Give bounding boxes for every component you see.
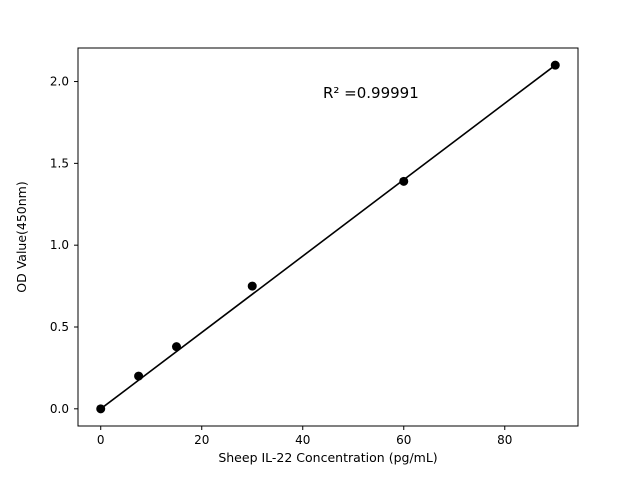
- y-tick-label: 2.0: [50, 75, 69, 89]
- r-squared-annotation: R² =0.99991: [323, 84, 419, 102]
- y-tick-label: 0.0: [50, 402, 69, 416]
- fit-line: [100, 64, 556, 410]
- y-tick-label: 0.5: [50, 320, 69, 334]
- y-tick-label: 1.5: [50, 156, 69, 170]
- data-point: [134, 371, 144, 381]
- y-axis-label: OD Value(450nm): [14, 181, 29, 292]
- x-tick-label: 20: [194, 433, 209, 447]
- data-point: [550, 60, 560, 70]
- x-tick-label: 40: [295, 433, 310, 447]
- data-point: [247, 281, 257, 291]
- x-tick-label: 0: [97, 433, 105, 447]
- y-tick-label: 1.0: [50, 238, 69, 252]
- data-point: [96, 404, 106, 414]
- data-point: [171, 342, 181, 352]
- x-tick-label: 60: [396, 433, 411, 447]
- data-point: [399, 176, 409, 186]
- axes-box: [77, 47, 579, 427]
- x-axis-label: Sheep IL-22 Concentration (pg/mL): [218, 450, 437, 465]
- x-tick-label: 80: [497, 433, 512, 447]
